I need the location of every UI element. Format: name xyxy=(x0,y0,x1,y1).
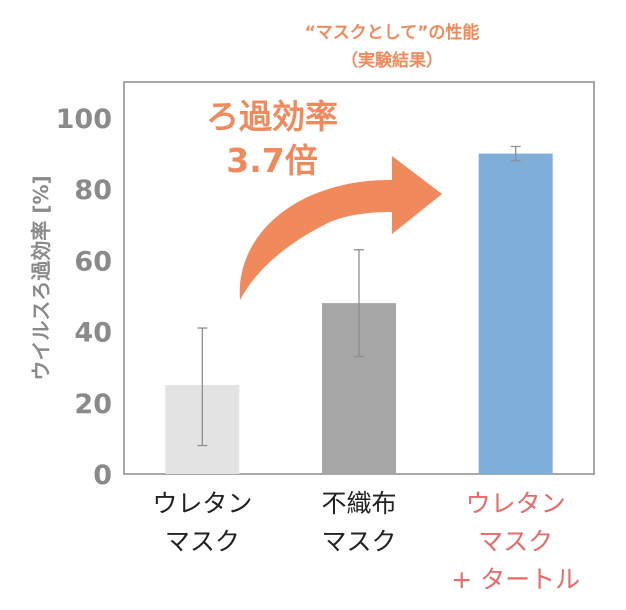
category-label: 不織布 xyxy=(321,489,396,518)
y-tick-label: 40 xyxy=(74,318,112,349)
y-tick-label: 80 xyxy=(74,175,112,206)
category-label: マスク xyxy=(165,527,240,556)
error-bar xyxy=(354,249,364,358)
category-label: マスク xyxy=(321,527,396,556)
bar xyxy=(478,153,553,474)
category-label: ウレタン xyxy=(152,489,252,518)
error-bar xyxy=(510,145,521,162)
improvement-arrow xyxy=(239,156,442,300)
y-tick-label: 0 xyxy=(93,460,112,491)
error-bar xyxy=(197,327,208,447)
y-tick-label: 60 xyxy=(74,246,112,277)
y-axis-label: ウイルスろ過効率 [%] xyxy=(29,175,53,380)
annotation-line2: 3.7倍 xyxy=(226,141,317,180)
chart-subtitle: （実験結果） xyxy=(341,50,443,71)
category-label: ウレタン xyxy=(466,489,566,518)
y-tick-labels: 0 20 40 60 80 100 xyxy=(56,104,112,491)
chart-title: “マスクとして”の性能 xyxy=(305,22,480,43)
error-bars xyxy=(197,145,521,447)
category-label: マスク xyxy=(478,527,553,556)
category-label: + タートル xyxy=(451,565,580,594)
annotation-line1: ろ過効率 xyxy=(206,97,338,136)
y-tick-label: 20 xyxy=(74,389,112,420)
y-tick-label: 100 xyxy=(56,104,112,135)
